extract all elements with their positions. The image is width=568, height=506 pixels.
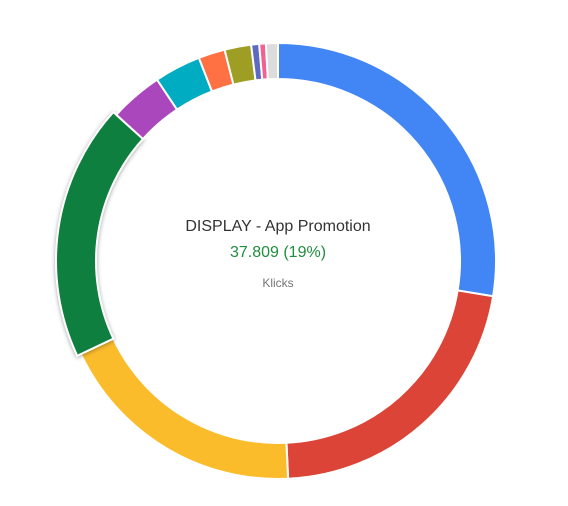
donut-segment-3[interactable]: [79, 337, 290, 480]
center-metric: Klicks: [262, 276, 294, 290]
center-title: DISPLAY - App Promotion: [185, 218, 371, 235]
donut-segment-11[interactable]: [264, 41, 279, 81]
center-value: 37.809 (19%): [229, 244, 327, 261]
donut-segment-4[interactable]: [55, 110, 145, 358]
donut-segment-2[interactable]: [285, 289, 495, 480]
